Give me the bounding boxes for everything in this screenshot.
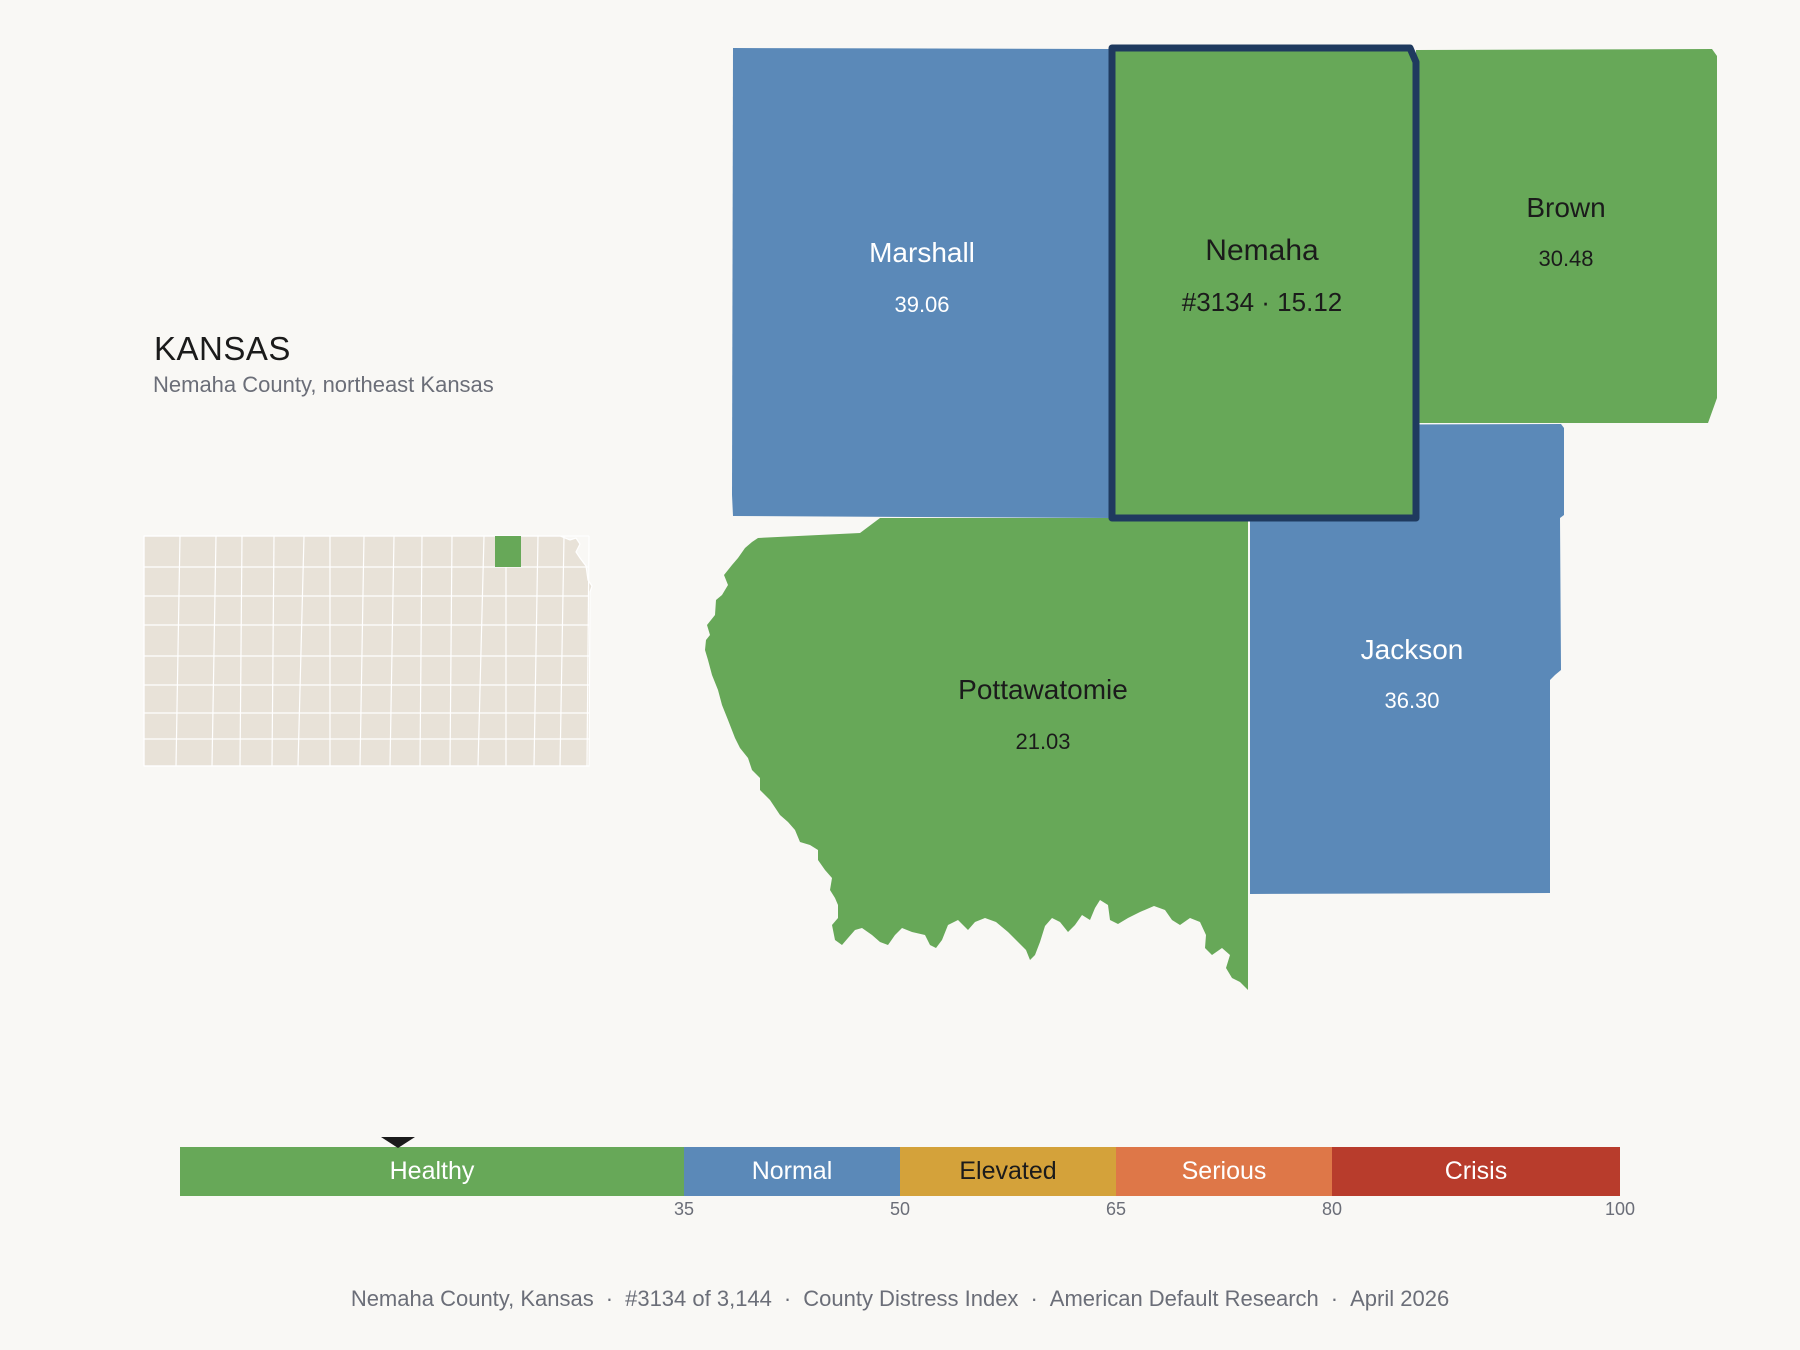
footer-county: Nemaha County, Kansas: [350, 1286, 594, 1311]
state-subtitle: Nemaha County, northeast Kansas: [153, 372, 494, 397]
footer-source: American Default Research: [1049, 1286, 1319, 1311]
legend-marker-icon: [380, 1137, 415, 1148]
legend-segment-serious: Serious: [1116, 1147, 1332, 1196]
regional-map: Marshall 39.06 Nemaha #3134 · 15.12 Brow…: [705, 44, 1717, 990]
county-pottawatomie[interactable]: [705, 518, 1248, 990]
county-value-marshall: 39.06: [894, 292, 949, 317]
locator-highlight-nemaha: [495, 536, 521, 567]
legend-segment-healthy: Healthy: [180, 1147, 684, 1196]
legend-tick-label: 100: [1604, 1199, 1636, 1219]
county-value-jackson: 36.30: [1384, 688, 1439, 713]
county-value-brown: 30.48: [1538, 246, 1593, 271]
footer-rank: #3134 of 3,144: [625, 1286, 772, 1311]
legend-tick-label: 50: [889, 1199, 911, 1219]
county-marshall[interactable]: [732, 48, 1112, 518]
county-value-pottawatomie: 21.03: [1015, 729, 1070, 754]
state-title: KANSAS: [154, 330, 291, 367]
county-value-nemaha: #3134 · 15.12: [1182, 287, 1342, 317]
county-jackson[interactable]: [1250, 424, 1564, 894]
county-brown[interactable]: [1416, 49, 1717, 423]
legend-tick-label: 80: [1321, 1199, 1343, 1219]
footer-index: County Distress Index: [803, 1286, 1019, 1311]
legend-tick-label: 35: [673, 1199, 695, 1219]
footer-date: April 2026: [1350, 1286, 1450, 1311]
legend-segment-normal: Normal: [684, 1147, 900, 1196]
county-label-marshall: Marshall: [869, 237, 975, 268]
footer-separator: ·: [605, 1286, 614, 1311]
footer-separator: ·: [1330, 1286, 1339, 1311]
legend-segment-crisis: Crisis: [1332, 1147, 1620, 1196]
county-label-pottawatomie: Pottawatomie: [958, 674, 1128, 705]
county-label-nemaha: Nemaha: [1205, 234, 1319, 267]
county-nemaha[interactable]: [1108, 44, 1420, 522]
distress-legend: Healthy Normal Elevated Serious Crisis: [180, 1147, 1620, 1196]
legend-segment-elevated: Elevated: [900, 1147, 1116, 1196]
footer-separator: ·: [1030, 1286, 1038, 1311]
kansas-locator-map: [143, 535, 593, 767]
county-label-brown: Brown: [1526, 192, 1605, 223]
footer-separator: ·: [783, 1286, 792, 1311]
legend-tick-label: 65: [1105, 1199, 1127, 1219]
county-borders: [143, 535, 590, 767]
county-label-jackson: Jackson: [1361, 634, 1464, 665]
footer: Nemaha County, Kansas · #3134 of 3,144 · Cou…: [0, 1286, 1800, 1312]
